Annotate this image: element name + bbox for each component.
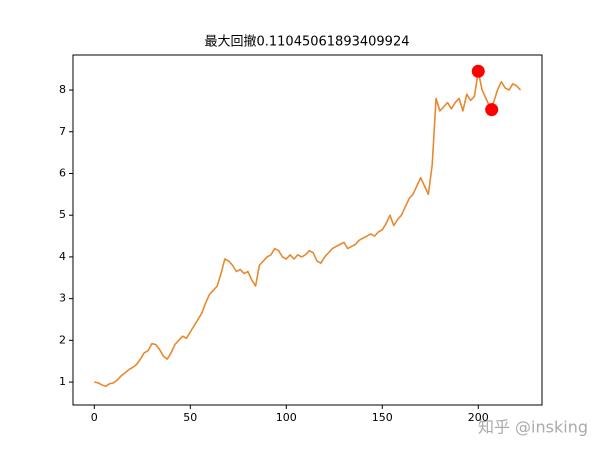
- line: [94, 70, 522, 388]
- x-tick-label: 200: [468, 411, 489, 424]
- y-tick-label: 6: [59, 166, 66, 179]
- y-tick-label: 7: [59, 125, 66, 138]
- y-tick-label: 3: [59, 292, 66, 305]
- y-tick-label: 2: [59, 333, 66, 346]
- x-tick-label: 0: [91, 411, 98, 424]
- y-tick-label: 1: [59, 375, 66, 388]
- watermark: 知乎 @insking: [478, 418, 588, 437]
- drawdown-marker: [471, 64, 485, 78]
- x-tick-label: 50: [183, 411, 197, 424]
- x-tick-label: 150: [372, 411, 393, 424]
- plot-frame: [72, 54, 543, 406]
- y-tick-label: 8: [59, 83, 66, 96]
- chart-title: 最大回撤0.11045061893409924: [204, 34, 409, 50]
- y-tick-label: 5: [59, 208, 66, 221]
- drawdown-marker: [485, 103, 499, 117]
- y-tick-label: 4: [59, 250, 66, 263]
- x-tick-label: 100: [276, 411, 297, 424]
